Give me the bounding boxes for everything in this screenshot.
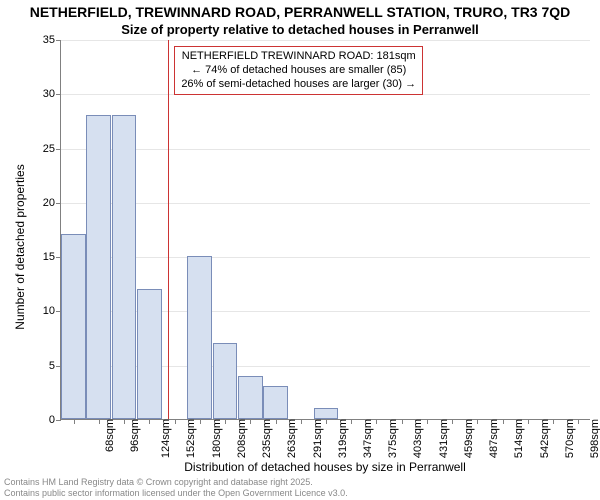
y-tick-label: 0: [31, 414, 61, 426]
x-tick-mark: [326, 419, 327, 424]
x-tick-mark: [528, 419, 529, 424]
x-tick-label: 514sqm: [508, 419, 526, 458]
bar: [86, 115, 111, 419]
x-tick-mark: [276, 419, 277, 424]
grid-line: [61, 149, 590, 150]
x-tick-mark: [427, 419, 428, 424]
x-tick-mark: [402, 419, 403, 424]
y-tick-label: 30: [31, 88, 61, 100]
bar: [263, 386, 288, 419]
annotation-line1: NETHERFIELD TREWINNARD ROAD: 181sqm: [181, 50, 416, 64]
x-tick-label: 208sqm: [230, 419, 248, 458]
x-tick-label: 291sqm: [306, 419, 324, 458]
x-tick-mark: [503, 419, 504, 424]
bar: [314, 408, 339, 419]
annotation-line2: ← 74% of detached houses are smaller (85…: [181, 64, 416, 78]
footer-attribution: Contains HM Land Registry data © Crown c…: [4, 477, 348, 498]
footer-line2: Contains public sector information licen…: [4, 488, 348, 498]
bar: [61, 234, 86, 419]
x-tick-mark: [99, 419, 100, 424]
x-tick-mark: [225, 419, 226, 424]
x-tick-mark: [578, 419, 579, 424]
y-tick-label: 10: [31, 305, 61, 317]
x-tick-mark: [149, 419, 150, 424]
y-tick-label: 35: [31, 34, 61, 46]
y-tick-label: 15: [31, 251, 61, 263]
x-tick-label: 459sqm: [457, 419, 475, 458]
chart-title-main: NETHERFIELD, TREWINNARD ROAD, PERRANWELL…: [0, 4, 600, 20]
x-tick-mark: [301, 419, 302, 424]
x-tick-mark: [124, 419, 125, 424]
x-tick-label: 68sqm: [98, 419, 116, 452]
x-tick-mark: [452, 419, 453, 424]
y-tick-label: 5: [31, 360, 61, 372]
x-tick-label: 319sqm: [331, 419, 349, 458]
x-tick-label: 375sqm: [381, 419, 399, 458]
x-tick-mark: [250, 419, 251, 424]
x-tick-label: 263sqm: [280, 419, 298, 458]
x-tick-mark: [351, 419, 352, 424]
grid-line: [61, 40, 590, 41]
y-tick-label: 25: [31, 143, 61, 155]
x-tick-label: 152sqm: [179, 419, 197, 458]
x-tick-mark: [200, 419, 201, 424]
x-tick-label: 347sqm: [356, 419, 374, 458]
x-tick-mark: [477, 419, 478, 424]
footer-line1: Contains HM Land Registry data © Crown c…: [4, 477, 348, 487]
bar: [238, 376, 263, 419]
chart-title-sub: Size of property relative to detached ho…: [0, 22, 600, 37]
x-tick-label: 235sqm: [255, 419, 273, 458]
bar: [213, 343, 238, 419]
y-tick-label: 20: [31, 197, 61, 209]
x-tick-mark: [175, 419, 176, 424]
x-axis-label: Distribution of detached houses by size …: [60, 460, 590, 474]
x-tick-label: 570sqm: [558, 419, 576, 458]
x-tick-label: 403sqm: [407, 419, 425, 458]
y-axis-label: Number of detached properties: [13, 147, 27, 347]
annotation-box: NETHERFIELD TREWINNARD ROAD: 181sqm ← 74…: [174, 46, 423, 95]
bar: [187, 256, 212, 419]
x-tick-label: 96sqm: [123, 419, 141, 452]
x-tick-mark: [376, 419, 377, 424]
reference-line: [168, 40, 169, 419]
bar: [112, 115, 137, 419]
bar: [137, 289, 162, 419]
x-tick-label: 598sqm: [583, 419, 600, 458]
x-tick-label: 124sqm: [154, 419, 172, 458]
x-tick-mark: [553, 419, 554, 424]
grid-line: [61, 257, 590, 258]
x-tick-label: 487sqm: [482, 419, 500, 458]
x-tick-label: 180sqm: [205, 419, 223, 458]
x-tick-label: 431sqm: [432, 419, 450, 458]
plot-area: 0510152025303568sqm96sqm124sqm152sqm180s…: [60, 40, 590, 420]
annotation-line3: 26% of semi-detached houses are larger (…: [181, 78, 416, 92]
x-tick-mark: [74, 419, 75, 424]
grid-line: [61, 203, 590, 204]
x-tick-label: 542sqm: [533, 419, 551, 458]
